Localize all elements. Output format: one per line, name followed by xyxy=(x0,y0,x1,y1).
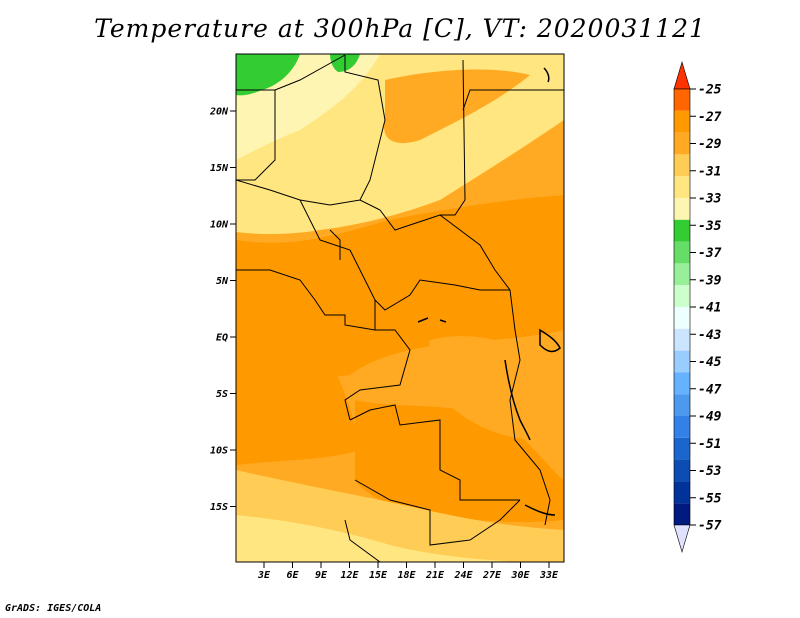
legend-swatch xyxy=(674,198,690,220)
band-minus33-south xyxy=(236,515,520,562)
legend-label: -33 xyxy=(698,192,722,207)
band-minus29-central xyxy=(236,195,564,377)
lon-label: 33E xyxy=(539,570,559,581)
legend-label: -39 xyxy=(698,273,722,288)
lat-label: 10S xyxy=(210,446,228,457)
lon-label: 12E xyxy=(340,570,359,581)
legend-label: -57 xyxy=(698,519,722,534)
legend-swatch xyxy=(674,307,690,329)
legend-swatch xyxy=(674,285,690,307)
lat-label: 10N xyxy=(210,220,229,231)
legend-swatch xyxy=(674,394,690,416)
legend-label: -29 xyxy=(698,137,722,152)
legend-swatch xyxy=(674,154,690,177)
band-minus31-east xyxy=(428,336,555,440)
lat-label: 15S xyxy=(210,502,228,513)
lakes-and-coasts xyxy=(417,67,561,516)
lon-label: 27E xyxy=(482,570,502,581)
band-minus29-west xyxy=(236,300,360,465)
legend-label: -45 xyxy=(698,355,722,370)
latitude-axis: 20N 15N 10N 5N EQ 5S 10S 15S xyxy=(209,107,236,513)
legend-swatch xyxy=(674,350,690,373)
legend-label: -51 xyxy=(698,437,721,452)
lon-label: 30E xyxy=(510,570,530,581)
temperature-field xyxy=(236,54,564,562)
country-boundaries xyxy=(236,54,564,562)
plot-frame xyxy=(235,53,565,563)
legend-top-arrow xyxy=(673,60,691,90)
legend-swatch xyxy=(674,263,690,286)
band-minus37-northwest xyxy=(236,54,300,96)
lon-label: 18E xyxy=(397,570,416,581)
legend-swatch xyxy=(674,219,690,242)
legend-swatch xyxy=(674,176,690,198)
lat-label: EQ xyxy=(216,333,228,344)
lat-label: 15N xyxy=(210,163,229,174)
credit-text: GrADS: IGES/COLA xyxy=(5,603,102,614)
lon-label: 21E xyxy=(425,570,445,581)
legend-label: -49 xyxy=(698,410,722,425)
lon-label: 15E xyxy=(369,570,388,581)
legend-swatch xyxy=(674,110,690,133)
legend-swatch xyxy=(674,459,690,482)
legend-label: -47 xyxy=(698,382,722,397)
legend-swatch xyxy=(674,503,690,525)
longitude-axis: 3E 6E 9E 12E 15E 18E 21E 24E 27E 30E 33E xyxy=(257,562,559,581)
legend-label: -55 xyxy=(698,491,722,506)
map-title: Temperature at 300hPa [C], VT: 202003112… xyxy=(94,14,706,43)
legend-label: -43 xyxy=(698,328,722,343)
lat-label: 5S xyxy=(216,389,228,400)
legend-label: -31 xyxy=(698,164,721,179)
lon-label: 3E xyxy=(257,570,271,581)
lon-label: 24E xyxy=(453,570,473,581)
legend-swatch xyxy=(674,89,690,111)
lon-label: 9E xyxy=(315,570,328,581)
band-minus31-streak xyxy=(384,69,530,144)
legend-label: -25 xyxy=(698,83,722,98)
legend-label: -27 xyxy=(698,110,722,125)
legend-label: -53 xyxy=(698,464,722,479)
legend-swatch xyxy=(674,481,690,504)
legend-swatch xyxy=(674,416,690,438)
legend-swatch xyxy=(674,132,690,155)
legend-label: -37 xyxy=(698,246,722,261)
legend-label: -35 xyxy=(698,219,722,234)
legend-swatch xyxy=(674,437,690,460)
lon-label: 6E xyxy=(286,570,299,581)
legend-bottom-arrow xyxy=(673,524,691,554)
legend-swatch xyxy=(674,328,690,351)
color-legend: -25 -27 -29 -31 -33 -35 -37 -39 -41 -43 -45 -47 -49 -… xyxy=(673,60,722,554)
legend-label: -41 xyxy=(698,301,721,316)
lat-label: 5N xyxy=(216,276,229,287)
lat-label: 20N xyxy=(209,107,229,118)
legend-swatch xyxy=(674,372,690,395)
legend-swatch xyxy=(674,241,690,264)
